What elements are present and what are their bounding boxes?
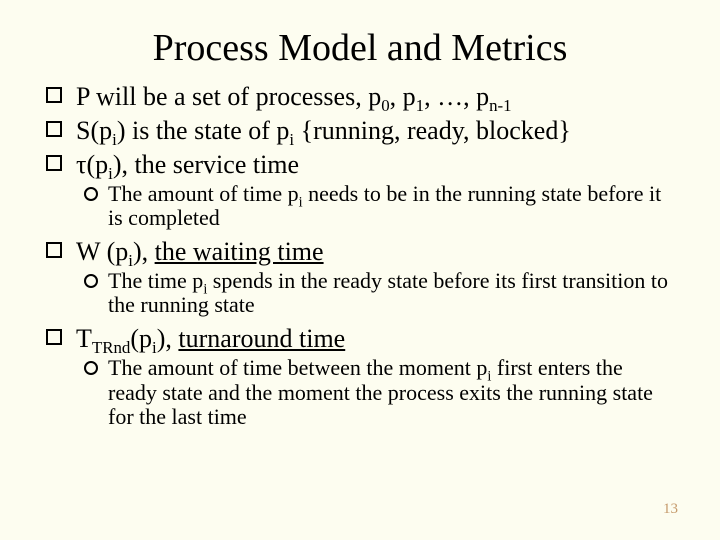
text: P will be a set of processes, p [76,82,381,111]
slide-title: Process Model and Metrics [46,26,674,70]
bullet-waiting-time-desc: The time pi spends in the ready state be… [46,269,674,318]
text: , …, p [424,82,489,111]
text: The time p [108,268,203,293]
underlined-text: the waiting time [155,237,324,266]
text: The amount of time between the moment p [108,355,487,380]
underlined-text: turnaround time [178,324,345,353]
text: ) is the state of p [117,116,290,145]
subscript: 0 [381,96,389,115]
bullet-turnaround-time-desc: The amount of time between the moment pi… [46,356,674,430]
bullet-turnaround-time: TTRnd(pi), turnaround time [46,324,674,354]
subscript: n-1 [489,96,512,115]
bullet-processes-set: P will be a set of processes, p0, p1, …,… [46,82,674,112]
text: τ(p [76,150,108,179]
bullet-service-time: τ(pi), the service time [46,150,674,180]
text: ), the service time [113,150,299,179]
subscript: 1 [416,96,424,115]
slide: Process Model and Metrics P will be a se… [0,0,720,540]
text: S(p [76,116,112,145]
text: ), [157,324,179,353]
text: , p [390,82,416,111]
text: (p [130,324,152,353]
text: W (p [76,237,128,266]
text: {running, ready, blocked} [294,116,571,145]
text: The amount of time p [108,181,299,206]
text: T [76,324,92,353]
text: ), [133,237,155,266]
bullet-state: S(pi) is the state of pi {running, ready… [46,116,674,146]
bullet-service-time-desc: The amount of time pi needs to be in the… [46,182,674,231]
bullet-waiting-time: W (pi), the waiting time [46,237,674,267]
page-number: 13 [663,501,678,518]
